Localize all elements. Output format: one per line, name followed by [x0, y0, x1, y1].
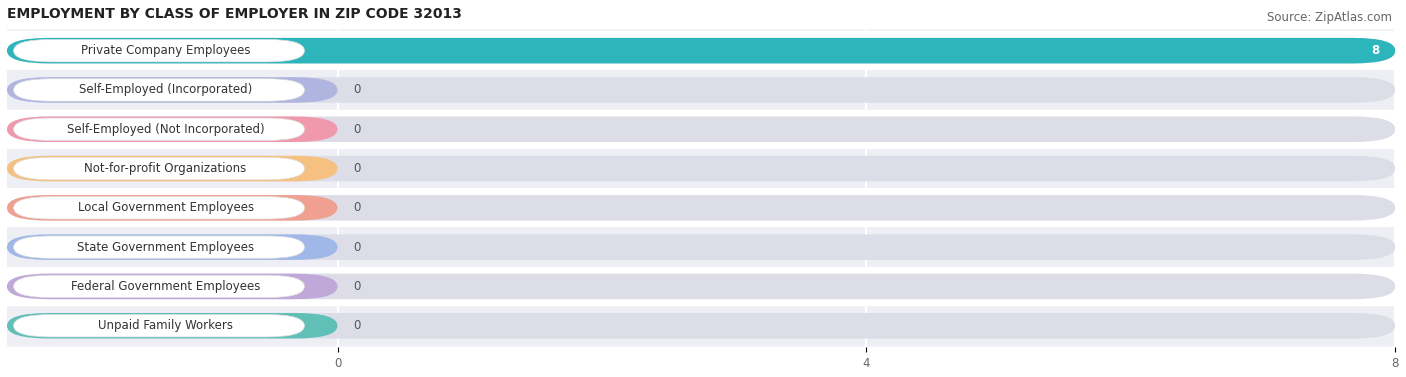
Text: 0: 0: [353, 162, 361, 175]
Bar: [7, 31, 1395, 70]
FancyBboxPatch shape: [7, 156, 1395, 181]
FancyBboxPatch shape: [7, 116, 337, 142]
Bar: [7, 188, 1395, 227]
Text: 0: 0: [353, 123, 361, 136]
Text: 0: 0: [353, 280, 361, 293]
Bar: [7, 70, 1395, 110]
Text: State Government Employees: State Government Employees: [77, 241, 254, 254]
Bar: [7, 149, 1395, 188]
FancyBboxPatch shape: [7, 116, 1395, 142]
FancyBboxPatch shape: [7, 77, 337, 103]
Text: Source: ZipAtlas.com: Source: ZipAtlas.com: [1267, 11, 1392, 24]
Text: Federal Government Employees: Federal Government Employees: [70, 280, 260, 293]
Bar: [7, 227, 1395, 267]
FancyBboxPatch shape: [7, 195, 337, 221]
Text: Not-for-profit Organizations: Not-for-profit Organizations: [84, 162, 246, 175]
FancyBboxPatch shape: [7, 195, 1395, 221]
Text: EMPLOYMENT BY CLASS OF EMPLOYER IN ZIP CODE 32013: EMPLOYMENT BY CLASS OF EMPLOYER IN ZIP C…: [7, 7, 461, 21]
FancyBboxPatch shape: [7, 38, 1395, 63]
Text: Self-Employed (Incorporated): Self-Employed (Incorporated): [79, 83, 252, 97]
Text: 0: 0: [353, 83, 361, 97]
Text: 0: 0: [353, 319, 361, 332]
FancyBboxPatch shape: [14, 157, 305, 180]
FancyBboxPatch shape: [7, 77, 1395, 103]
Text: 0: 0: [353, 241, 361, 254]
FancyBboxPatch shape: [14, 40, 305, 62]
Text: 0: 0: [353, 201, 361, 215]
FancyBboxPatch shape: [14, 314, 305, 337]
FancyBboxPatch shape: [14, 79, 305, 101]
Bar: [7, 306, 1395, 345]
FancyBboxPatch shape: [14, 118, 305, 141]
FancyBboxPatch shape: [7, 38, 1395, 63]
Text: 8: 8: [1371, 44, 1379, 57]
FancyBboxPatch shape: [7, 156, 337, 181]
Text: Self-Employed (Not Incorporated): Self-Employed (Not Incorporated): [67, 123, 264, 136]
FancyBboxPatch shape: [7, 313, 337, 339]
FancyBboxPatch shape: [14, 236, 305, 258]
Bar: [7, 110, 1395, 149]
Bar: [7, 267, 1395, 306]
FancyBboxPatch shape: [7, 274, 1395, 299]
FancyBboxPatch shape: [7, 313, 1395, 339]
FancyBboxPatch shape: [14, 275, 305, 297]
FancyBboxPatch shape: [14, 197, 305, 219]
FancyBboxPatch shape: [7, 234, 337, 260]
Text: Local Government Employees: Local Government Employees: [77, 201, 253, 215]
FancyBboxPatch shape: [7, 274, 337, 299]
Text: Private Company Employees: Private Company Employees: [82, 44, 250, 57]
Text: Unpaid Family Workers: Unpaid Family Workers: [98, 319, 233, 332]
FancyBboxPatch shape: [7, 234, 1395, 260]
